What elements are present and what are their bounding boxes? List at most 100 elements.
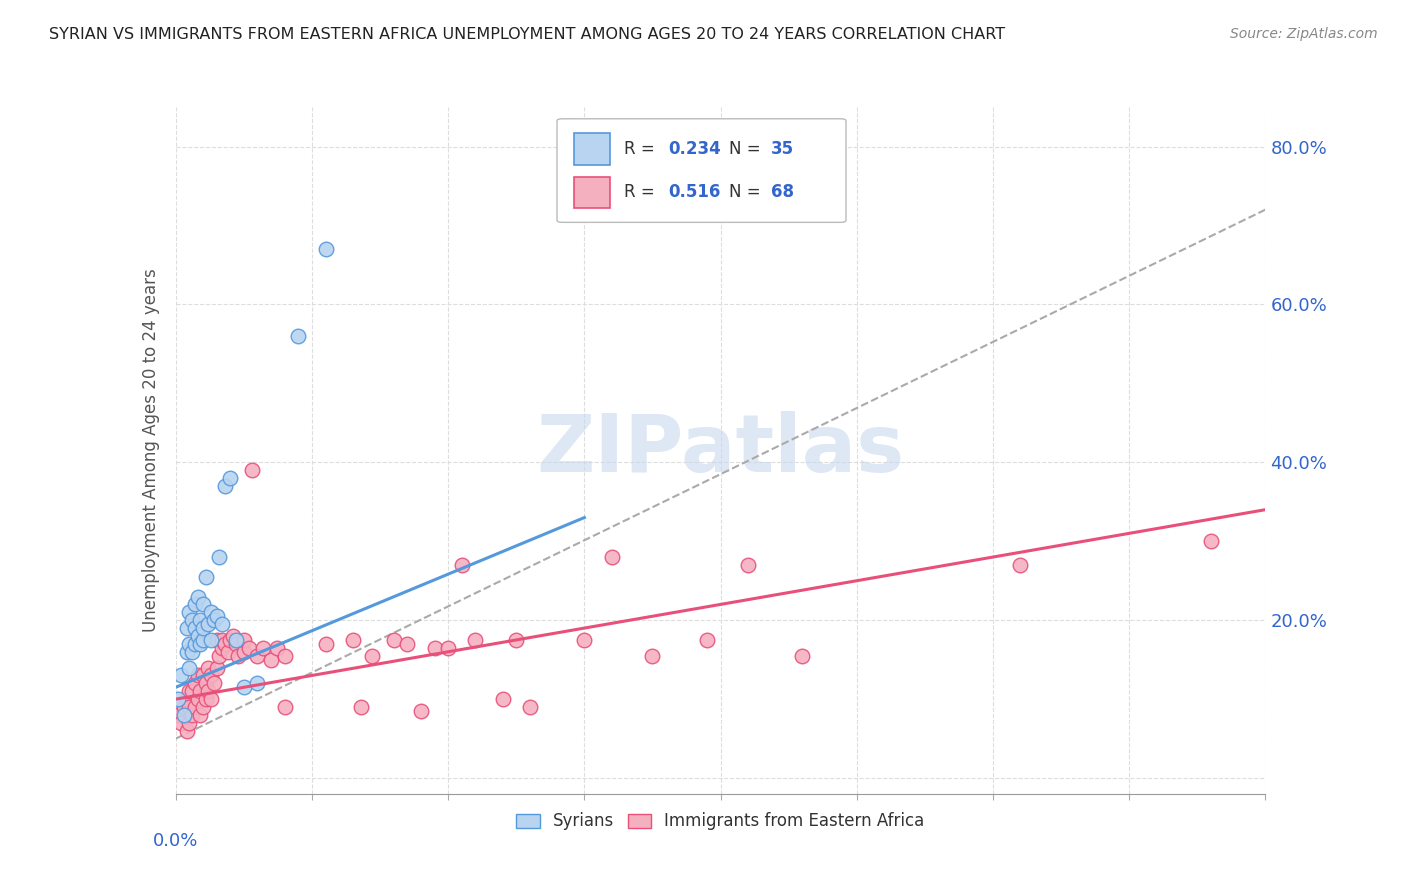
Point — [179, 684, 201, 698]
Point — [228, 648, 250, 663]
Point — [188, 637, 211, 651]
Point — [191, 668, 214, 682]
Point — [170, 668, 193, 682]
Point — [450, 558, 472, 572]
Point — [232, 645, 254, 659]
Text: Source: ZipAtlas.com: Source: ZipAtlas.com — [1230, 27, 1378, 41]
Point — [600, 549, 623, 564]
Point — [240, 463, 263, 477]
Point — [176, 645, 198, 659]
Point — [574, 632, 596, 647]
Point — [186, 629, 209, 643]
Point — [342, 632, 364, 647]
Point — [219, 632, 242, 647]
Point — [205, 609, 228, 624]
Point — [194, 692, 217, 706]
Point — [181, 613, 204, 627]
Point — [423, 640, 446, 655]
Point — [232, 632, 254, 647]
Point — [191, 621, 214, 635]
Point — [186, 590, 209, 604]
Point — [191, 700, 214, 714]
Point — [225, 637, 247, 651]
Point — [181, 684, 204, 698]
Point — [274, 700, 297, 714]
Point — [1010, 558, 1032, 572]
Point — [176, 621, 198, 635]
Point — [737, 558, 759, 572]
Point — [188, 613, 211, 627]
Point — [260, 653, 283, 667]
Point — [360, 648, 382, 663]
Text: 0.0%: 0.0% — [153, 831, 198, 850]
Point — [238, 640, 260, 655]
Point — [202, 676, 225, 690]
Point — [188, 684, 211, 698]
Point — [214, 479, 236, 493]
Point — [184, 621, 207, 635]
Point — [200, 632, 222, 647]
Point — [176, 692, 198, 706]
Point — [179, 605, 201, 619]
Point — [184, 637, 207, 651]
Point — [211, 632, 233, 647]
Point — [217, 645, 239, 659]
Text: ZIPatlas: ZIPatlas — [537, 411, 904, 490]
Point — [179, 715, 201, 730]
Point — [191, 598, 214, 612]
Point — [173, 700, 195, 714]
Point — [246, 648, 269, 663]
Point — [186, 668, 209, 682]
Point — [350, 700, 373, 714]
Point — [232, 681, 254, 695]
Point — [492, 692, 515, 706]
Point — [194, 570, 217, 584]
Point — [266, 640, 288, 655]
Point — [200, 692, 222, 706]
Point — [191, 632, 214, 647]
Point — [179, 700, 201, 714]
Point — [409, 704, 432, 718]
Point — [641, 648, 664, 663]
Point — [205, 660, 228, 674]
Point — [396, 637, 419, 651]
Point — [219, 471, 242, 485]
Point — [167, 707, 190, 722]
Point — [186, 692, 209, 706]
Point — [274, 648, 297, 663]
Point — [167, 692, 190, 706]
Point — [197, 617, 219, 632]
Point — [170, 715, 193, 730]
Point — [464, 632, 486, 647]
Point — [1199, 534, 1222, 549]
Point — [188, 707, 211, 722]
Point — [222, 629, 245, 643]
Point — [287, 329, 309, 343]
Point — [205, 632, 228, 647]
Point — [173, 707, 195, 722]
Point — [194, 676, 217, 690]
Point — [519, 700, 541, 714]
Point — [505, 632, 527, 647]
Point — [197, 684, 219, 698]
Point — [382, 632, 405, 647]
Point — [211, 617, 233, 632]
Point — [208, 549, 231, 564]
Point — [315, 637, 337, 651]
Point — [214, 637, 236, 651]
Point — [200, 605, 222, 619]
Point — [202, 613, 225, 627]
Point — [184, 598, 207, 612]
Point — [208, 648, 231, 663]
Point — [176, 723, 198, 738]
Point — [197, 660, 219, 674]
Point — [179, 660, 201, 674]
Point — [179, 637, 201, 651]
Point — [252, 640, 274, 655]
Point — [315, 242, 337, 256]
Point — [225, 632, 247, 647]
Point — [437, 640, 460, 655]
Legend: Syrians, Immigrants from Eastern Africa: Syrians, Immigrants from Eastern Africa — [510, 805, 931, 837]
Point — [792, 648, 814, 663]
Point — [184, 700, 207, 714]
